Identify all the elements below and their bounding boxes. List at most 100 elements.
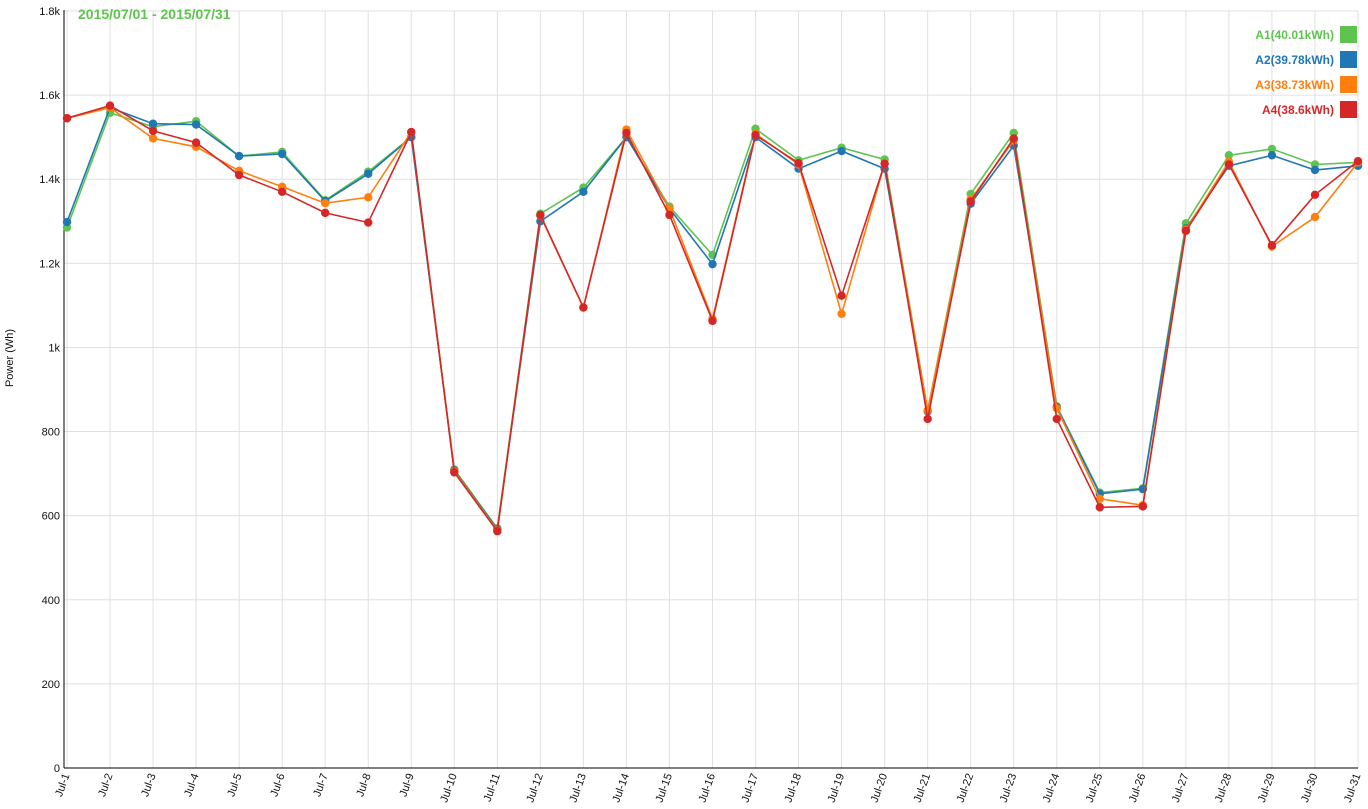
data-point[interactable] — [148, 119, 158, 128]
y-tick-labels: 0 200 400 600 800 1k 1.2k 1.4k 1.6k 1.8k — [39, 6, 60, 775]
data-point[interactable] — [622, 128, 631, 138]
y-tick-label: 800 — [42, 427, 60, 439]
data-point[interactable] — [751, 130, 760, 140]
data-point[interactable] — [1310, 212, 1320, 222]
legend-item[interactable]: A3(38.73kWh) — [1255, 76, 1357, 93]
legend-item[interactable]: A2(39.78kWh) — [1255, 51, 1357, 68]
data-point[interactable] — [1052, 414, 1061, 424]
y-tick-label: 1k — [48, 342, 60, 354]
x-tick-label: Jul-22 — [955, 772, 977, 804]
data-point[interactable] — [1224, 160, 1234, 169]
data-point[interactable] — [364, 218, 373, 227]
x-tick-label: Jul-23 — [998, 772, 1020, 804]
x-tick-label: Jul-24 — [1041, 772, 1063, 804]
legend-label: A3(38.73kWh) — [1255, 78, 1334, 92]
data-point[interactable] — [579, 187, 588, 197]
data-point[interactable] — [191, 120, 201, 129]
x-tick-label: Jul-5 — [225, 772, 244, 799]
x-tick-label: Jul-1 — [53, 772, 72, 799]
data-point[interactable] — [493, 527, 502, 536]
data-point[interactable] — [837, 146, 846, 156]
data-point[interactable] — [837, 309, 846, 318]
legend-label: A1(40.01kWh) — [1255, 28, 1334, 42]
data-point[interactable] — [1267, 144, 1277, 154]
data-point[interactable] — [191, 138, 201, 147]
x-tick-label: Jul-28 — [1213, 772, 1235, 804]
x-tick-label: Jul-29 — [1256, 772, 1278, 804]
data-point[interactable] — [1267, 241, 1277, 250]
legend-swatch[interactable] — [1340, 76, 1357, 93]
x-tick-label: Jul-11 — [482, 772, 503, 804]
data-point[interactable] — [234, 151, 244, 161]
y-tick-label: 600 — [42, 511, 60, 523]
x-tick-label: Jul-7 — [311, 772, 330, 799]
data-point[interactable] — [1353, 156, 1363, 166]
x-tick-label: Jul-31 — [1342, 772, 1364, 804]
x-tick-label: Jul-9 — [397, 772, 416, 799]
data-point[interactable] — [234, 170, 244, 180]
data-point[interactable] — [407, 127, 416, 137]
x-tick-label: Jul-21 — [912, 772, 934, 804]
data-point[interactable] — [1310, 190, 1320, 199]
data-point[interactable] — [536, 210, 545, 220]
data-point[interactable] — [450, 468, 459, 477]
y-tick-label: 1.6k — [39, 90, 60, 102]
data-point[interactable] — [364, 193, 373, 202]
data-point[interactable] — [148, 126, 158, 136]
y-axis-title: Power (Wh) — [4, 329, 16, 387]
data-point[interactable] — [1138, 502, 1148, 511]
legend-swatch[interactable] — [1340, 51, 1357, 68]
data-point[interactable] — [1310, 165, 1320, 175]
data-point[interactable] — [148, 134, 158, 143]
legend-swatch[interactable] — [1340, 26, 1357, 43]
legend-item[interactable]: A1(40.01kWh) — [1255, 26, 1357, 43]
data-point[interactable] — [1009, 134, 1018, 143]
x-tick-label: Jul-27 — [1170, 772, 1192, 804]
data-point[interactable] — [1095, 494, 1105, 504]
legend-item[interactable]: A4(38.6kWh) — [1262, 101, 1357, 118]
data-point[interactable] — [708, 316, 717, 326]
data-point[interactable] — [62, 114, 72, 123]
data-point[interactable] — [579, 303, 588, 312]
data-point[interactable] — [1095, 503, 1105, 512]
x-tick-label: Jul-3 — [139, 772, 158, 799]
x-tick-label: Jul-20 — [869, 772, 891, 804]
x-tick-label: Jul-12 — [524, 772, 546, 804]
data-point[interactable] — [321, 198, 330, 208]
legend-label: A4(38.6kWh) — [1262, 103, 1334, 117]
data-point[interactable] — [62, 217, 72, 227]
data-point[interactable] — [665, 210, 674, 220]
data-point[interactable] — [277, 187, 287, 197]
x-tick-label: Jul-4 — [182, 772, 201, 799]
axes — [63, 10, 1358, 769]
x-tick-label: Jul-18 — [783, 772, 805, 804]
x-tick-label: Jul-17 — [740, 772, 762, 804]
data-point[interactable] — [966, 197, 975, 206]
legend[interactable]: A1(40.01kWh) A2(39.78kWh) A3(38.73kWh) A4(3… — [1255, 26, 1357, 118]
data-point[interactable] — [105, 101, 115, 110]
y-tick-label: 1.2k — [39, 258, 60, 270]
data-point[interactable] — [1052, 404, 1061, 413]
data-point[interactable] — [880, 159, 889, 168]
data-point[interactable] — [1181, 226, 1191, 236]
period-label: 2015/07/01 - 2015/07/31 — [78, 6, 231, 22]
data-point[interactable] — [277, 149, 287, 159]
data-point[interactable] — [708, 259, 717, 269]
series-lines — [62, 101, 1363, 536]
x-tick-label: Jul-30 — [1299, 772, 1321, 804]
data-point[interactable] — [321, 208, 330, 218]
x-tick-label: Jul-16 — [697, 772, 719, 804]
data-point[interactable] — [1224, 151, 1234, 160]
data-point[interactable] — [364, 169, 373, 178]
legend-swatch[interactable] — [1340, 101, 1357, 118]
data-point[interactable] — [837, 291, 846, 300]
x-tick-label: Jul-6 — [268, 772, 287, 799]
data-point[interactable] — [1267, 151, 1277, 160]
x-tick-label: Jul-10 — [438, 772, 460, 804]
x-tick-label: Jul-13 — [567, 772, 589, 804]
data-point[interactable] — [923, 414, 932, 424]
data-point[interactable] — [794, 159, 803, 168]
x-tick-label: Jul-2 — [96, 772, 115, 799]
grid — [64, 10, 1359, 768]
